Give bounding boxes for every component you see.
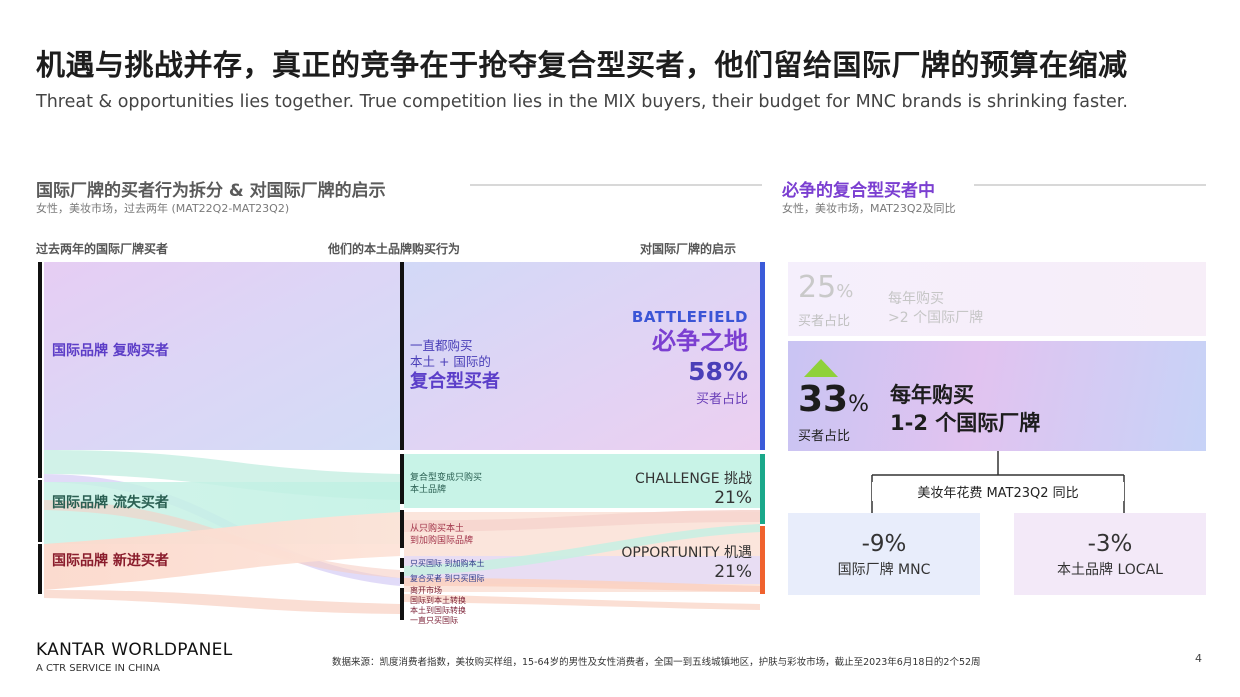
label-new-buyers: 国际品牌 新进买者 [52,553,169,569]
bar-opportunity [760,526,765,594]
flow-repeat-to-mix [44,262,400,450]
opp-flow-b: 只买国际 到加购本土 [410,559,485,568]
mnc-label: 国际厂牌 MNC [837,562,931,578]
opportunity-label: OPPORTUNITY 机遇 [621,545,752,561]
bar-opp-mid-1 [400,510,404,548]
left-section-heading: 国际厂牌的买者行为拆分 & 对国际厂牌的启示 [36,181,386,201]
box-over-2-line1: 每年购买 [888,291,944,307]
box-1-2-line1: 每年购买 [890,383,974,407]
opp-flow-c: 复合买者 到只买国际 [410,574,485,583]
right-section-subheading: 女性，美妆市场，MAT23Q2及同比 [782,202,956,215]
box-1-2-pct-value: 33 [798,379,849,420]
box-over-2-text: 每年购买 >2 个国际厂牌 [888,290,983,328]
tail-flow-3: 本土到国际转换 [410,606,466,615]
battlefield-callout: BATTLEFIELD 必争之地 58% 买者占比 [632,308,748,407]
battlefield-pct: 58% [688,357,748,386]
opportunity-pct: 21% [714,562,752,582]
flow-cross-b [404,524,760,576]
flow-cross-c [404,578,760,592]
bar-lost [38,480,42,542]
bar-opp-mid-2 [400,558,404,568]
mnc-value: -9% [861,531,907,557]
page-number: 4 [1195,652,1202,665]
bar-opp-mid-3 [400,572,404,584]
left-section-subheading: 女性，美妆市场，过去两年 (MAT22Q2-MAT23Q2) [36,202,290,215]
label-repeat-buyers: 国际品牌 复购买者 [52,343,169,359]
opp-flow-a-line2: 到加购国际品牌 [410,536,474,546]
battlefield-zh: 必争之地 [652,327,748,355]
flow-cross-d [404,594,760,610]
footer-tagline: A CTR SERVICE IN CHINA [36,663,160,674]
flow-new-to-opportunity [44,512,400,590]
opportunity-callout: OPPORTUNITY 机遇 21% [621,542,752,582]
mix-label: 一直都购买 本土 + 国际的 复合型买者 [410,338,500,394]
box-over-2-pct-sign: % [836,281,854,302]
footer-source: 数据来源：凯度消费者指数，美妆购买样组，15-64岁的男性及女性消费者，全国一到… [332,657,981,668]
page-subtitle: Threat & opportunities lies together. Tr… [36,92,1128,112]
box-over-2-pct: 25% [798,270,853,305]
tail-flow-labels: 离开市场 国际到本土转换 本土到国际转换 一直只买国际 [410,586,466,626]
column-header-past-buyers: 过去两年的国际厂牌买者 [36,242,169,256]
challenge-flow-line2: 本土品牌 [410,485,447,495]
bar-repeat [38,262,42,478]
challenge-flow-line1: 复合型变成只购买 [410,473,483,483]
up-arrow-icon [804,359,838,377]
tail-flow-1: 离开市场 [410,586,442,595]
box-local: -3% 本土品牌 LOCAL [1014,513,1206,595]
mix-line3: 复合型买者 [410,371,500,392]
challenge-block [404,454,760,508]
tail-flow-2: 国际到本土转换 [410,596,466,605]
challenge-callout: CHALLENGE 挑战 21% [635,468,752,508]
bar-tail-mid [400,588,404,620]
footer-brand-logo: KANTAR WORLDPANEL [36,640,233,660]
bar-new [38,544,42,594]
challenge-label: CHALLENGE 挑战 [635,471,752,487]
column-header-local-behavior: 他们的本土品牌购买行为 [328,242,461,256]
bar-mix [400,262,404,450]
box-1-2-pct: 33% [798,379,869,420]
left-section-rule [470,184,762,186]
box-over-2-line2: >2 个国际厂牌 [888,310,984,326]
label-lost-buyers: 国际品牌 流失买者 [52,495,169,511]
bar-challenge [760,454,765,524]
battlefield-block [404,262,760,450]
mix-line1: 一直都购买 [410,338,473,353]
box-over-2-brands: 25% 买者占比 每年购买 >2 个国际厂牌 [788,262,1206,336]
box-1-2-note: 买者占比 [798,429,851,444]
mix-line2: 本土 + 国际的 [410,354,491,369]
local-label: 本土品牌 LOCAL [1057,562,1163,578]
opp-flow-a: 从只购买本土 到加购国际品牌 [410,523,473,547]
flow-new-to-tail [44,590,400,614]
challenge-flow-label: 复合型变成只购买 本土品牌 [410,472,482,496]
column-header-implication: 对国际厂牌的启示 [640,242,737,256]
opp-flow-a-line1: 从只购买本土 [410,524,465,534]
box-over-2-pct-value: 25 [798,270,837,305]
right-section-heading: 必争的复合型买者中 [782,181,935,201]
box-mnc: -9% 国际厂牌 MNC [788,513,980,595]
box-1-2-pct-sign: % [848,392,870,417]
page-title: 机遇与挑战并存，真正的竞争在于抢夺复合型买者，他们留给国际厂牌的预算在缩减 [36,48,1128,82]
box-1-2-text: 每年购买 1-2 个国际厂牌 [890,381,1040,437]
bar-battlefield [760,262,765,450]
flow-cross-a [404,510,760,532]
challenge-pct: 21% [714,488,752,508]
spend-label: 美妆年花费 MAT23Q2 同比 [872,482,1124,501]
tail-flow-4: 一直只买国际 [410,616,458,625]
box-over-2-note: 买者占比 [798,314,851,329]
battlefield-en: BATTLEFIELD [631,308,748,326]
right-section-rule [974,184,1206,186]
box-1-2-line2: 1-2 个国际厂牌 [890,411,1041,435]
battlefield-note: 买者占比 [695,392,748,407]
local-value: -3% [1087,531,1133,557]
box-1-2-brands: 33% 买者占比 每年购买 1-2 个国际厂牌 [788,341,1206,451]
bar-challenge-mid [400,454,404,504]
sankey-diagram [38,262,765,620]
